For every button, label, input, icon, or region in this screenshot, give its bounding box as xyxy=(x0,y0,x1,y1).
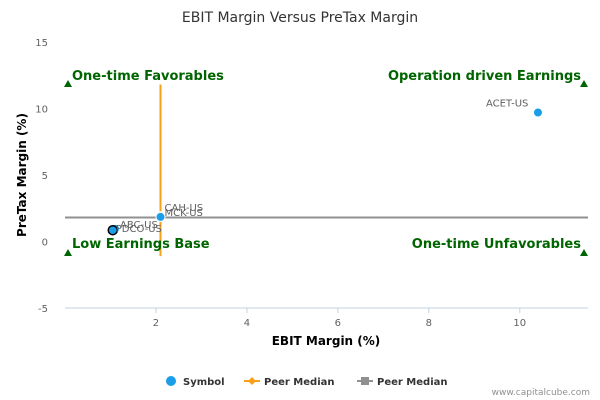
peer-median-lines xyxy=(65,84,588,257)
quadrant-label-bottom-left: Low Earnings Base xyxy=(72,237,210,252)
quadrant-label-top-left: One-time Favorables xyxy=(72,69,224,84)
point-label-mck-us: MCK-US xyxy=(165,208,203,219)
legend-label-peer-median-y: Peer Median xyxy=(377,377,448,388)
legend-peer-median-y-marker xyxy=(361,377,369,385)
x-tick-label: 6 xyxy=(335,318,341,329)
point-label-cah-us: CAH-US xyxy=(165,203,204,214)
legend-label-symbol: Symbol xyxy=(183,377,225,388)
legend-peer-median-x-marker xyxy=(248,377,256,385)
point-acet-us[interactable] xyxy=(532,107,543,118)
quadrant-label-bottom-right: One-time Unfavorables xyxy=(412,237,581,252)
quadrant-marker-top-right xyxy=(580,80,588,87)
data-points xyxy=(107,107,543,236)
chart-title: EBIT Margin Versus PreTax Margin xyxy=(182,10,418,26)
legend-symbol-marker xyxy=(166,376,176,386)
y-tick-label: 15 xyxy=(35,38,48,49)
x-tick-label: 2 xyxy=(153,318,159,329)
x-tick-label: 8 xyxy=(426,318,432,329)
point-label-pdco-us: PDCO-US xyxy=(116,224,162,235)
y-tick-label: -5 xyxy=(38,304,48,315)
legend-label-peer-median-x: Peer Median xyxy=(264,377,335,388)
legend[interactable]: Symbol Peer Median Peer Median xyxy=(166,376,448,388)
point-pdco-us[interactable] xyxy=(107,224,119,236)
point-label-abc-us: ABC-US xyxy=(120,220,158,231)
x-axis-title: EBIT Margin (%) xyxy=(272,334,381,348)
point-mck-us[interactable] xyxy=(155,211,166,222)
y-tick-label: 0 xyxy=(42,238,48,249)
quadrant-marker-bottom-left xyxy=(64,249,72,256)
quadrant-marker-bottom-right xyxy=(580,249,588,256)
x-tick-label: 4 xyxy=(244,318,250,329)
x-tick-label: 10 xyxy=(513,318,526,329)
axes: 2 4 6 8 10 -5 0 5 10 15 xyxy=(35,38,588,329)
quadrant-labels: One-time Favorables Operation driven Earn… xyxy=(64,69,588,256)
point-label-acet-us: ACET-US xyxy=(486,98,528,109)
y-tick-label: 10 xyxy=(35,105,48,116)
credit-text: www.capitalcube.com xyxy=(492,388,590,398)
quadrant-marker-top-left xyxy=(64,80,72,87)
y-axis-title: PreTax Margin (%) xyxy=(15,113,29,237)
y-tick-label: 5 xyxy=(42,171,48,182)
quadrant-label-top-right: Operation driven Earnings xyxy=(388,69,581,84)
